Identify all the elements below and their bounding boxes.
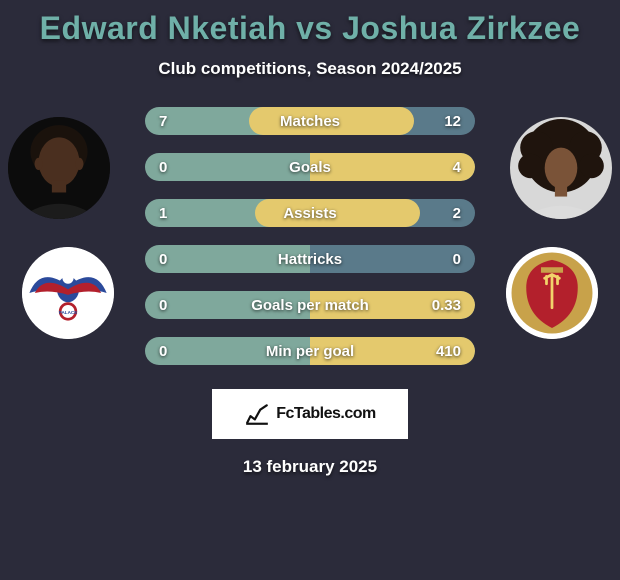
svg-text:PALACE: PALACE — [59, 310, 78, 315]
player-left-avatar — [8, 117, 110, 219]
stat-right-value: 12 — [444, 113, 461, 130]
stat-label: Goals per match — [251, 297, 369, 314]
stat-label: Matches — [280, 113, 340, 130]
stat-bars: 7 Matches 12 0 Goals 4 1 Assists 2 0 Hattricks 0 0 Go… — [145, 107, 475, 365]
stat-right-value: 2 — [453, 205, 461, 222]
stat-label: Min per goal — [266, 343, 354, 360]
club-right-crest — [506, 247, 598, 339]
stat-left-value: 7 — [159, 113, 167, 130]
chart-icon — [244, 401, 270, 427]
eagle-crest-icon: PALACE — [22, 247, 114, 339]
stat-left-value: 0 — [159, 343, 167, 360]
club-left-crest: PALACE — [22, 247, 114, 339]
stat-bar-row: 0 Hattricks 0 — [145, 245, 475, 273]
player-right-avatar-icon — [510, 117, 612, 219]
stat-right-value: 410 — [436, 343, 461, 360]
stat-bar-row: 0 Goals 4 — [145, 153, 475, 181]
stat-bar-row: 1 Assists 2 — [145, 199, 475, 227]
player-right-avatar — [510, 117, 612, 219]
comparison-title: Edward Nketiah vs Joshua Zirkzee — [0, 10, 620, 47]
stat-left-value: 0 — [159, 159, 167, 176]
comparison-content: PALACE 7 Matches 12 0 Goals 4 1 Assists 2 0 Hattri… — [0, 107, 620, 477]
stat-label: Hattricks — [278, 251, 342, 268]
stat-right-value: 0 — [453, 251, 461, 268]
stat-left-value: 0 — [159, 297, 167, 314]
player-left-avatar-icon — [8, 117, 110, 219]
stat-bar-row: 7 Matches 12 — [145, 107, 475, 135]
stat-label: Goals — [289, 159, 331, 176]
comparison-date: 13 february 2025 — [0, 457, 620, 477]
source-logo: FcTables.com — [212, 389, 408, 439]
stat-right-value: 4 — [453, 159, 461, 176]
stat-bar-row: 0 Min per goal 410 — [145, 337, 475, 365]
stat-bar-row: 0 Goals per match 0.33 — [145, 291, 475, 319]
source-logo-text: FcTables.com — [276, 405, 376, 423]
stat-right-value: 0.33 — [432, 297, 461, 314]
shield-crest-icon — [506, 247, 598, 339]
stat-left-value: 1 — [159, 205, 167, 222]
stat-label: Assists — [283, 205, 336, 222]
stat-left-value: 0 — [159, 251, 167, 268]
comparison-subtitle: Club competitions, Season 2024/2025 — [0, 59, 620, 79]
